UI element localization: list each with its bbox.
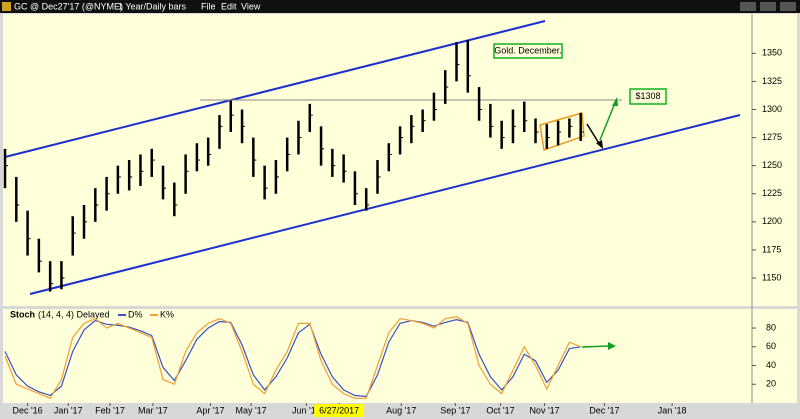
y-tick-label: 1200 [762, 216, 782, 226]
price-panel [3, 14, 797, 306]
y-tick-label: 1350 [762, 48, 782, 58]
stoch-line [4, 319, 581, 398]
menu-item[interactable]: Edit [221, 1, 237, 11]
arrow-head [612, 97, 618, 106]
symbol: GC @ Dec27'17 (@NYME) [14, 1, 123, 11]
menu-item[interactable]: View [241, 1, 261, 11]
arrow-head [608, 342, 616, 350]
annotation-box [493, 43, 563, 59]
y-tick-label: 1150 [762, 272, 781, 282]
x-tick-label: Oct '17 [486, 405, 514, 415]
y-tick-label: 1275 [762, 132, 782, 142]
toolbar-button[interactable] [760, 2, 776, 11]
toolbar [0, 0, 800, 13]
interval[interactable]: 1 Year/Daily bars [118, 1, 187, 11]
annotation: Gold. December. [494, 45, 562, 55]
x-tick-label: Aug '17 [386, 405, 416, 415]
y-tick-label: 1225 [762, 188, 782, 198]
channel-lower [29, 114, 741, 295]
arrow-up [599, 102, 616, 141]
legend-label: D% [128, 309, 143, 319]
orange-channel [539, 112, 585, 152]
symbol-icon [2, 2, 11, 11]
x-tick-label: Jun '17 [292, 405, 321, 415]
annotation-box [629, 88, 667, 105]
channel-upper [4, 20, 546, 158]
x-tick-label: Apr '17 [196, 405, 224, 415]
y-tick-label: 60 [766, 341, 776, 351]
arrow-down [586, 123, 601, 146]
y-tick-label: 20 [766, 379, 776, 389]
x-tick-label: Mar '17 [138, 405, 168, 415]
x-tick-label: Dec '17 [589, 405, 619, 415]
x-tick-label: Jan '17 [54, 405, 83, 415]
annotation: $1308 [635, 91, 660, 101]
stoch-params: (14, 4, 4) Delayed [38, 309, 110, 319]
legend: D% K% [118, 309, 174, 319]
x-tick-label: Feb '17 [95, 405, 125, 415]
legend-label: K% [160, 309, 174, 319]
x-tick-label: Sep '17 [440, 405, 470, 415]
stoch-line [4, 316, 581, 400]
stoch-panel [3, 309, 797, 403]
x-tick-label: May '17 [235, 405, 266, 415]
x-tick-label: Nov '17 [529, 405, 559, 415]
y-tick-label: 1175 [762, 244, 781, 254]
y-tick-label: 40 [766, 360, 776, 370]
stoch-title: Stoch [10, 309, 35, 319]
y-tick-label: 1300 [762, 104, 782, 114]
toolbar-button[interactable] [740, 2, 756, 11]
cursor-date-bg [314, 404, 365, 417]
y-tick-label: 1325 [762, 76, 782, 86]
x-tick-label: 6/27/2017 [319, 405, 359, 415]
y-tick-label: 1250 [762, 160, 782, 170]
x-tick-label: Dec '16 [12, 405, 42, 415]
arrow-head [596, 140, 603, 149]
stoch-arrow [581, 345, 611, 348]
x-tick-label: Jan '18 [658, 405, 687, 415]
menu-item[interactable]: File [201, 1, 216, 11]
toolbar-button[interactable] [780, 2, 796, 11]
y-tick-label: 80 [766, 322, 776, 332]
